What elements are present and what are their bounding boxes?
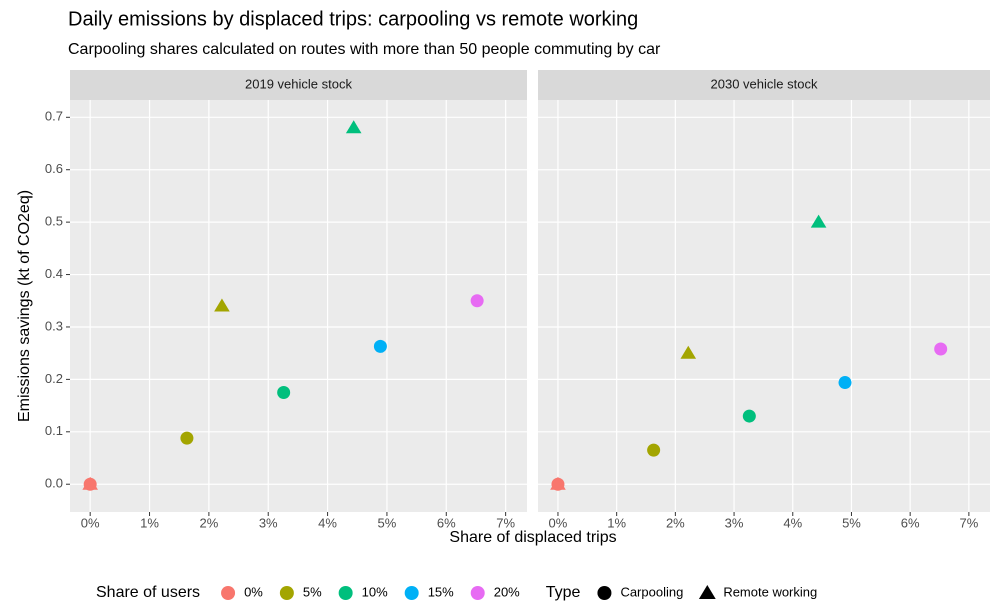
legend-label: 5% — [303, 584, 322, 599]
legend-title: Share of users — [96, 584, 200, 601]
strip — [538, 70, 990, 100]
y-tick-label: 0.3 — [45, 318, 63, 333]
x-tick-label: 2% — [666, 515, 685, 530]
point — [810, 214, 827, 228]
x-tick-label: 7% — [959, 515, 978, 530]
legend-key — [470, 586, 485, 600]
legend-key — [221, 586, 236, 600]
y-axis-title: Emissions savings (kt of CO2eq) — [16, 190, 33, 422]
legend-title: Type — [546, 584, 581, 601]
panel — [70, 100, 527, 512]
strip-label: 2030 vehicle stock — [711, 76, 818, 91]
legend-label: 0% — [244, 584, 263, 599]
x-tick-label: 3% — [725, 515, 744, 530]
x-tick-label: 4% — [783, 515, 802, 530]
point — [838, 376, 852, 390]
x-tick-label: 0% — [549, 515, 568, 530]
point — [647, 443, 661, 457]
x-tick-label: 6% — [437, 515, 456, 530]
panel — [538, 100, 990, 512]
legend-key — [698, 584, 716, 599]
x-axis-title: Share of displaced trips — [449, 529, 616, 546]
x-tick-label: 5% — [842, 515, 861, 530]
point — [742, 409, 756, 423]
y-tick-label: 0.1 — [45, 423, 63, 438]
point — [277, 385, 291, 399]
point — [373, 339, 387, 353]
chart-title: Daily emissions by displaced trips: carp… — [68, 8, 638, 30]
x-tick-label: 4% — [318, 515, 337, 530]
x-tick-label: 6% — [901, 515, 920, 530]
point — [934, 342, 948, 356]
legend-key — [597, 586, 612, 600]
legend-key — [338, 586, 353, 600]
point — [680, 345, 697, 359]
y-tick-label: 0.5 — [45, 214, 63, 229]
x-tick-label: 3% — [259, 515, 278, 530]
legend-label: 20% — [494, 584, 520, 599]
strip — [70, 70, 527, 100]
point — [470, 294, 484, 308]
x-tick-label: 0% — [81, 515, 100, 530]
point — [214, 298, 230, 312]
x-tick-label: 1% — [607, 515, 626, 530]
legend-key — [279, 586, 294, 600]
point — [180, 431, 194, 445]
x-tick-label: 2% — [199, 515, 218, 530]
point — [345, 120, 362, 134]
legend-label: 15% — [428, 584, 454, 599]
point — [550, 476, 566, 490]
x-tick-label: 5% — [378, 515, 397, 530]
point — [82, 476, 98, 490]
legend-label: 10% — [362, 584, 388, 599]
chart-subtitle: Carpooling shares calculated on routes w… — [68, 41, 661, 58]
legend-label: Remote working — [723, 584, 817, 599]
legend-label: Carpooling — [620, 584, 683, 599]
strip-label: 2019 vehicle stock — [245, 76, 352, 91]
x-tick-label: 7% — [496, 515, 515, 530]
x-tick-label: 1% — [140, 515, 159, 530]
y-tick-label: 0.6 — [45, 161, 63, 176]
y-tick-label: 0.4 — [45, 266, 63, 281]
y-tick-label: 0.7 — [45, 109, 63, 124]
y-tick-label: 0.0 — [45, 476, 63, 491]
legend-key — [404, 586, 419, 600]
y-tick-label: 0.2 — [45, 371, 63, 386]
